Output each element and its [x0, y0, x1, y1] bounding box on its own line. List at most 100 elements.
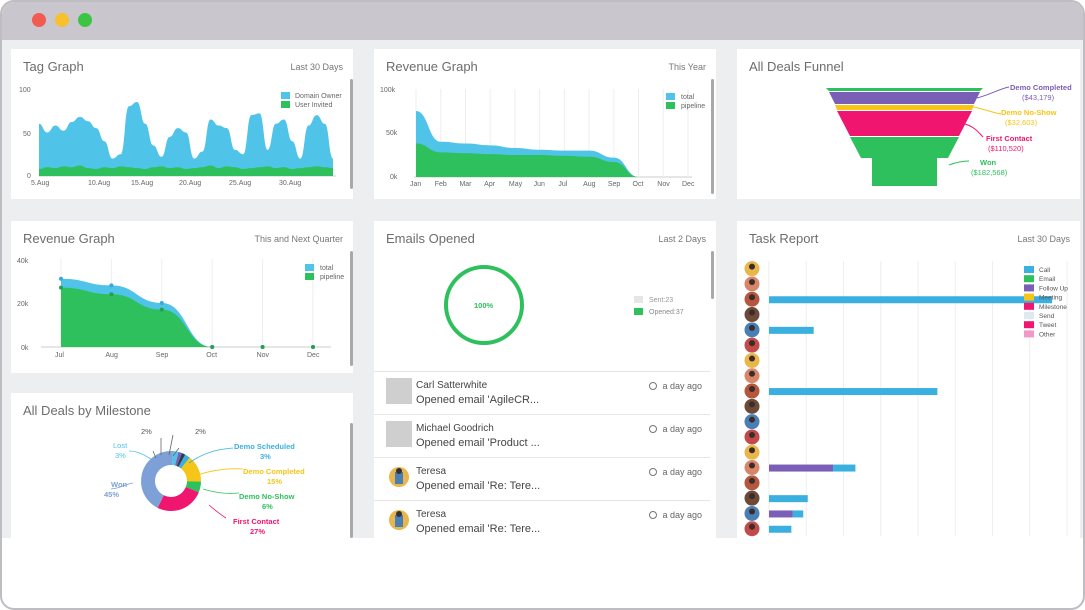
email-row[interactable]: Carl Satterwhite Opened email 'AgileCR..… [374, 371, 710, 414]
legend-label[interactable]: Sent:23 [649, 297, 673, 304]
close-window-button[interactable] [32, 13, 46, 27]
x-tick-label: 5.Aug [31, 180, 49, 187]
legend-label: Follow Up [1039, 285, 1068, 292]
y-tick-label: 50k [386, 130, 398, 137]
panel-scrollbar[interactable] [350, 251, 353, 366]
user-avatar-hair [749, 493, 755, 500]
slice-value: 6% [262, 502, 273, 511]
funnel-stage-demo-no-show[interactable] [835, 105, 974, 110]
user-avatar-hair [749, 309, 755, 316]
task-bars [769, 296, 1053, 533]
minimize-window-button[interactable] [55, 13, 69, 27]
panel-range[interactable]: Last 2 Days [658, 234, 706, 244]
legend-label[interactable]: Opened:37 [649, 309, 684, 316]
funnel-stage-won[interactable] [850, 137, 959, 186]
legend-swatch [634, 308, 643, 315]
x-tick-label: Nov [657, 181, 670, 188]
timestamp: a day ago [649, 467, 702, 477]
funnel-chart: Demo Completed ($43,179) Demo No-Show ($… [826, 83, 1072, 186]
panel-scrollbar[interactable] [350, 423, 353, 538]
email-row[interactable]: Teresa Opened email 'Re: Tere... a day a… [374, 457, 710, 500]
milestone-donut-chart: Won 45% Lost 3% 2% 2% Demo Scheduled 3% … [104, 427, 305, 536]
legend-label[interactable]: pipeline [681, 103, 705, 110]
domain-owner-series [39, 102, 333, 176]
call-bar [769, 495, 808, 503]
funnel-stage-first-contact[interactable] [837, 111, 972, 136]
opened-ring [444, 265, 524, 345]
task-report-chart: 02505007501,0001,2501,5001,7502,000 Call… [744, 261, 1068, 537]
leader-line [128, 450, 152, 460]
panel-scrollbar[interactable] [711, 251, 714, 299]
slice-value: 3% [260, 452, 271, 461]
legend-swatch [1024, 302, 1034, 310]
legend-swatch [305, 273, 314, 280]
user-avatar-hair [749, 386, 755, 393]
call-bar [769, 296, 1053, 304]
timestamp: a day ago [649, 424, 702, 434]
follow-up-bar [769, 510, 793, 518]
task-report-panel: Task Report Last 30 Days 02505007501,000… [737, 221, 1080, 538]
pipeline-point [260, 345, 265, 349]
legend-swatch [1024, 266, 1034, 273]
email-row[interactable]: Michael Goodrich Opened email 'Product .… [374, 414, 710, 457]
panel-range[interactable]: This and Next Quarter [254, 234, 343, 244]
panel-range[interactable]: Last 30 Days [1017, 234, 1070, 244]
legend-swatch [666, 102, 675, 109]
leader-line [976, 86, 1010, 99]
contact-name[interactable]: Teresa [416, 509, 447, 520]
panel-scrollbar[interactable] [711, 79, 714, 194]
email-subject: Opened email 'AgileCR... [416, 394, 540, 406]
legend-label[interactable]: total [681, 94, 695, 101]
legend-label[interactable]: total [320, 265, 334, 272]
y-tick-label: 100k [380, 87, 396, 94]
x-tick-label: 25.Aug [229, 180, 251, 187]
panel-range[interactable]: Last 30 Days [290, 62, 343, 72]
slice-label: Lost [113, 441, 128, 450]
timestamp: a day ago [649, 381, 702, 391]
user-avatar-hair [749, 340, 755, 347]
y-tick-label: 40k [17, 258, 29, 265]
legend-label[interactable]: User Invited [295, 102, 332, 109]
x-tick-label: Aug [583, 181, 596, 188]
x-tick-label: Jul [558, 181, 567, 188]
legend-label[interactable]: Domain Owner [295, 93, 342, 100]
contact-name[interactable]: Carl Satterwhite [416, 380, 488, 391]
slice-value: 2% [141, 427, 152, 436]
funnel-stage-demo-completed[interactable] [829, 92, 980, 104]
email-row[interactable]: Teresa Opened email 'Re: Tere... a day a… [374, 500, 710, 538]
slice-value: 27% [250, 527, 265, 536]
panel-scrollbar[interactable] [350, 79, 353, 189]
pipeline-point [210, 345, 215, 349]
funnel-label: First Contact [986, 134, 1033, 143]
x-tick-label: Jan [410, 181, 421, 188]
funnel-top-band [826, 88, 983, 91]
contact-name[interactable]: Teresa [416, 466, 447, 477]
x-tick-label: Jun [534, 181, 545, 188]
user-avatar-hair [749, 370, 755, 377]
contact-name[interactable]: Michael Goodrich [416, 423, 494, 434]
panel-range[interactable]: This Year [668, 62, 706, 72]
y-tick-label: 0k [390, 174, 398, 181]
legend-label[interactable]: pipeline [320, 274, 344, 281]
donut-slice [157, 487, 199, 511]
maximize-window-button[interactable] [78, 13, 92, 27]
total-point [109, 283, 114, 288]
series-markers [59, 276, 315, 349]
leader-line [188, 447, 234, 464]
legend-swatch [1024, 330, 1034, 338]
leader-line [202, 488, 240, 494]
panel-title: All Deals by Milestone [23, 403, 151, 418]
revenue-quarter-chart: 40k 20k 0k Jul Aug Sep Oct Nov Dec total pipe… [17, 258, 344, 359]
legend-label: Tweet [1039, 322, 1057, 329]
legend-swatch [1024, 312, 1034, 319]
call-bar [769, 525, 792, 533]
x-axis-labels: Jan Feb Mar Apr May Jun Jul Aug Sep Oct Nov Dec [410, 181, 695, 188]
all-deals-funnel-panel: All Deals Funnel Demo Completed ($43,179… [737, 49, 1080, 199]
x-tick-label: Nov [257, 352, 270, 359]
legend-swatch [305, 264, 314, 271]
x-tick-label: Oct [206, 352, 217, 359]
call-bar [769, 326, 814, 334]
cartoon-avatar-icon [389, 510, 409, 530]
clock-icon [649, 511, 658, 519]
